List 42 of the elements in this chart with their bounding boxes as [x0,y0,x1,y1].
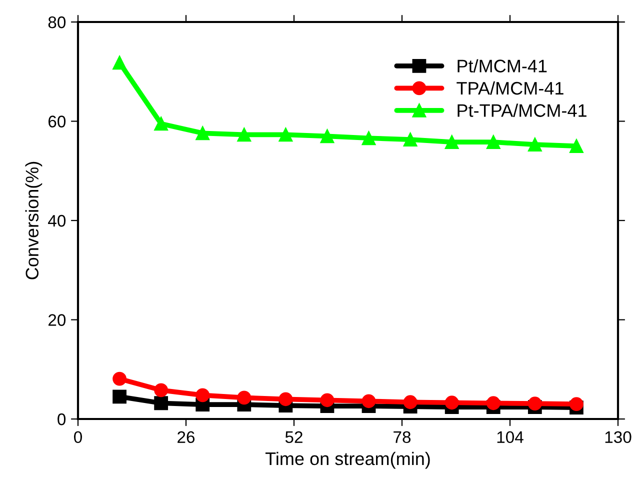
x-tick-label: 26 [178,431,195,444]
y-tick-label: 20 [48,314,66,326]
y-tick-label: 80 [48,16,66,28]
point [528,396,542,411]
point [444,135,459,150]
point [196,126,210,140]
point [528,138,542,152]
point [320,129,334,144]
x-axis-title: Time on stream(min) [265,452,430,469]
x-tick-label: 104 [497,431,524,444]
legend-label: TPA/MCM-41 [456,81,564,95]
point [570,397,584,412]
point [403,132,418,147]
legend-label: Pt/MCM-41 [458,59,547,72]
point [278,392,293,406]
legend-label: Pt-TPA/MCM-41 [458,104,586,117]
point [486,396,500,410]
point [403,395,418,410]
point [112,56,126,70]
x-tick-label: 0 [74,431,82,444]
point [112,390,126,404]
x-tick-label: 52 [285,431,302,444]
point [237,390,252,405]
point [196,388,210,402]
point [570,139,584,154]
point [362,394,376,408]
x-tick-label: 130 [605,431,632,444]
point [154,116,168,131]
point [320,393,334,408]
y-axis-title: Conversion(%) [25,162,42,280]
point [486,135,500,150]
point [154,383,168,398]
y-tick-label: 60 [48,116,66,128]
x-tick-label: 78 [394,431,411,444]
y-tick-label: 0 [58,413,66,426]
point [154,396,168,410]
y-tick-label: 40 [48,214,66,227]
point [444,396,459,410]
point [112,372,126,386]
point [278,128,293,142]
point [237,128,252,142]
point [362,131,376,146]
